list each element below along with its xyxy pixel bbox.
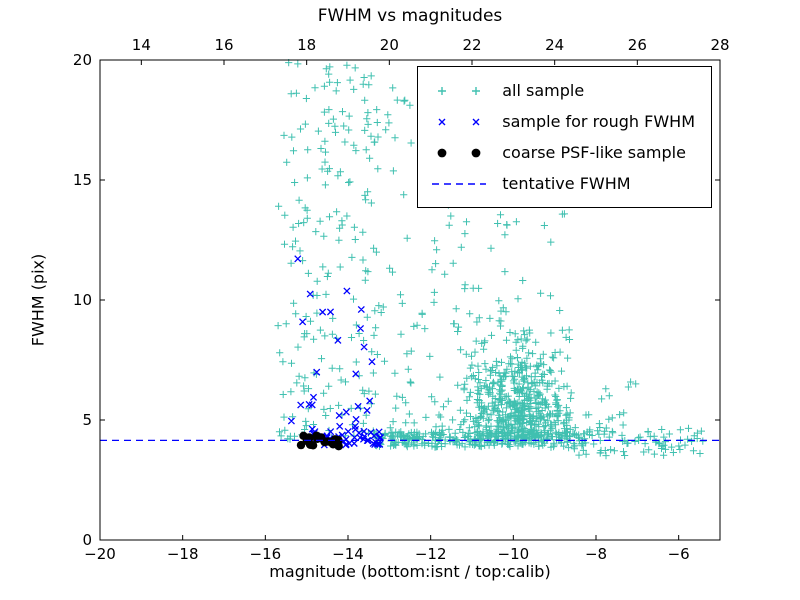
y-tick-label: 5 <box>82 411 92 429</box>
scatter-point <box>308 441 318 450</box>
x-tick-label: −16 <box>250 545 282 563</box>
scatter-point <box>304 433 314 442</box>
top-x-tick-label: 28 <box>710 36 729 54</box>
series-all-sample <box>274 59 707 460</box>
top-x-tick-label: 18 <box>297 36 316 54</box>
top-x-tick-label: 16 <box>214 36 233 54</box>
y-tick-label: 15 <box>73 171 92 189</box>
legend-label: coarse PSF-like sample <box>502 143 686 162</box>
y-tick-label: 20 <box>73 51 92 69</box>
legend: all sample sample for rough FWHM coarse … <box>417 66 712 208</box>
figure-title: FWHM vs magnitudes <box>317 6 503 26</box>
x-tick-label: −18 <box>167 545 199 563</box>
x-tick-label: −6 <box>668 545 690 563</box>
x-tick-label: −14 <box>332 545 364 563</box>
legend-label: tentative FWHM <box>502 174 631 193</box>
y-tick-label: 10 <box>73 291 92 309</box>
dot-marker-icon <box>437 148 481 157</box>
top-x-tick-label: 14 <box>132 36 151 54</box>
top-x-tick-label: 20 <box>380 36 399 54</box>
x-tick-label: −8 <box>585 545 607 563</box>
top-x-tick-label: 26 <box>628 36 647 54</box>
legend-label: all sample <box>502 81 585 100</box>
legend-label: sample for rough FWHM <box>502 112 695 131</box>
legend-item-tentative-fwhm: tentative FWHM <box>430 168 695 199</box>
x-tick-label: −20 <box>84 545 116 563</box>
y-axis-label: FWHM (pix) <box>28 253 48 347</box>
legend-item-rough-fwhm: sample for rough FWHM <box>430 106 695 137</box>
x-axis-label: magnitude (bottom:isnt / top:calib) <box>269 562 551 581</box>
top-x-tick-label: 22 <box>462 36 481 54</box>
x-tick-label: −12 <box>415 545 447 563</box>
y-tick-label: 0 <box>82 531 92 549</box>
plus-marker-icon <box>438 86 481 95</box>
x-marker-icon <box>438 118 480 125</box>
scatter-point <box>330 437 339 446</box>
top-x-tick-label: 24 <box>545 36 564 54</box>
scatter-point <box>296 440 306 450</box>
x-tick-label: −10 <box>498 545 530 563</box>
legend-item-psf-like: coarse PSF-like sample <box>430 137 695 168</box>
dashed-line-icon <box>432 182 487 185</box>
legend-item-all-sample: all sample <box>430 75 695 106</box>
scatter-point <box>320 437 329 446</box>
